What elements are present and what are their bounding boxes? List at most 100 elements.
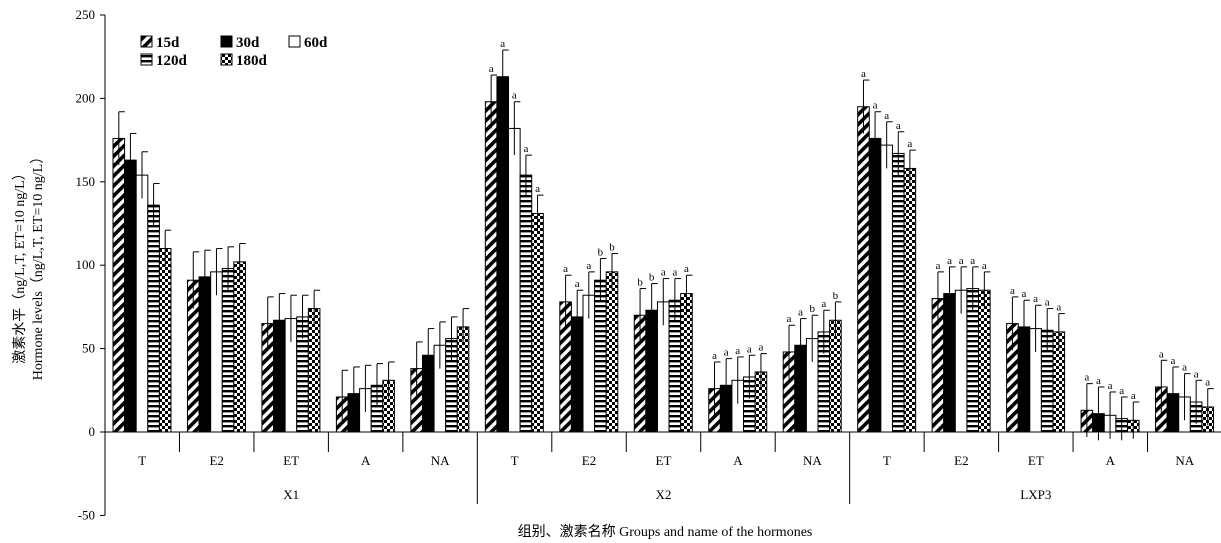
category-label: T xyxy=(138,453,146,468)
significance-letter: a xyxy=(821,298,826,310)
category-label: E2 xyxy=(582,453,596,468)
bar xyxy=(594,279,607,433)
y-tick-label: -50 xyxy=(78,507,95,522)
category-label: A xyxy=(1106,453,1116,468)
category-label: NA xyxy=(431,453,450,468)
y-tick-label: 50 xyxy=(82,341,95,356)
category-label: ET xyxy=(1028,453,1044,468)
x-axis-title: 组别、激素名称 Groups and name of the hormones xyxy=(518,523,813,540)
category-label: ET xyxy=(656,453,672,468)
significance-letter: a xyxy=(523,143,528,155)
significance-letter: a xyxy=(1170,355,1175,367)
significance-letter: a xyxy=(500,38,505,50)
significance-letter: a xyxy=(970,255,975,267)
y-axis-title-cn: 激素水平（ng/L,T, ET=10 ng/L） xyxy=(11,166,28,363)
bar xyxy=(531,212,544,433)
category-label: E2 xyxy=(954,453,968,468)
significance-letter: a xyxy=(712,350,717,362)
legend-swatch xyxy=(220,53,233,66)
significance-letter: a xyxy=(1205,377,1210,389)
y-axis-title-en: Hormone levels（ng/L,T, ET=10 ng/L） xyxy=(30,150,46,380)
legend-label: 60d xyxy=(304,35,328,51)
bar xyxy=(508,127,521,433)
bar xyxy=(147,204,160,433)
bar xyxy=(112,137,126,433)
significance-letter: a xyxy=(787,313,792,325)
significance-letter: a xyxy=(1159,348,1164,360)
significance-letter: a xyxy=(1084,372,1089,384)
significance-letter: a xyxy=(512,90,517,102)
legend-swatch xyxy=(140,53,153,66)
plot-area: 250 200 150 100 50 0 -50 T E2 ET A NA T E2 ET A NA T E2 ET A… xyxy=(76,7,1221,522)
category-label: NA xyxy=(1175,453,1194,468)
legend-label: 120d xyxy=(156,53,188,69)
significance-letter: a xyxy=(1194,368,1199,380)
bar xyxy=(978,289,991,433)
bar xyxy=(233,261,246,433)
significance-letter: a xyxy=(884,110,889,122)
significance-letter: b xyxy=(637,277,643,289)
significance-letter: a xyxy=(798,307,803,319)
y-tick-label: 250 xyxy=(76,7,96,22)
legend-swatch xyxy=(140,35,153,48)
significance-letter: a xyxy=(747,343,752,355)
significance-letter: a xyxy=(575,278,580,290)
significance-letter: a xyxy=(1045,297,1050,309)
significance-letter: b xyxy=(649,272,655,284)
significance-letter: b xyxy=(598,247,604,259)
significance-letter: b xyxy=(809,303,815,315)
bar xyxy=(158,248,172,433)
legend-label: 30d xyxy=(236,35,260,51)
significance-letter: a xyxy=(959,255,964,267)
bar xyxy=(221,268,235,433)
category-label: T xyxy=(883,453,891,468)
significance-letter: a xyxy=(873,100,878,112)
group-label: X2 xyxy=(656,487,672,502)
significance-letter: a xyxy=(1056,302,1061,314)
bar xyxy=(135,174,149,433)
bar xyxy=(868,137,882,433)
category-label: E2 xyxy=(209,453,223,468)
category-label: ET xyxy=(283,453,299,468)
significance-letter: a xyxy=(896,120,901,132)
bar xyxy=(891,152,905,433)
bar xyxy=(496,76,510,433)
significance-letter: a xyxy=(1010,285,1015,297)
significance-letter: a xyxy=(684,263,689,275)
group-label: X1 xyxy=(283,487,299,502)
bar xyxy=(484,101,498,433)
significance-letter: b xyxy=(609,242,615,254)
category-label: T xyxy=(511,453,519,468)
legend: 15d 30d 60d 120d 180d xyxy=(140,35,328,69)
significance-letter: a xyxy=(1119,385,1124,397)
category-label: A xyxy=(733,453,743,468)
significance-letter: b xyxy=(833,290,839,302)
category-label: A xyxy=(361,453,371,468)
legend-label: 180d xyxy=(236,53,268,69)
y-axis-title: 激素水平（ng/L,T, ET=10 ng/L） Hormone levels（… xyxy=(11,150,46,380)
significance-letter: a xyxy=(724,347,729,359)
significance-letter: a xyxy=(1096,375,1101,387)
significance-letter: a xyxy=(1131,390,1136,402)
significance-letter: a xyxy=(489,63,494,75)
y-tick-label: 0 xyxy=(89,424,96,439)
significance-letter: a xyxy=(758,342,763,354)
significance-letter: a xyxy=(1182,362,1187,374)
bar xyxy=(680,293,693,433)
y-tick-label: 100 xyxy=(76,257,96,272)
y-tick-label: 200 xyxy=(76,90,96,105)
bar xyxy=(307,308,321,433)
y-tick-label: 150 xyxy=(76,174,96,189)
significance-letter: a xyxy=(935,260,940,272)
significance-letter: a xyxy=(586,260,591,272)
significance-letter: a xyxy=(947,255,952,267)
legend-label: 15d xyxy=(156,35,180,51)
significance-letter: a xyxy=(535,183,540,195)
bar xyxy=(857,106,870,433)
significance-letter: a xyxy=(907,138,912,150)
significance-letter: a xyxy=(1108,380,1113,392)
category-label: NA xyxy=(803,453,822,468)
bar xyxy=(903,167,917,433)
significance-letter: a xyxy=(563,263,568,275)
